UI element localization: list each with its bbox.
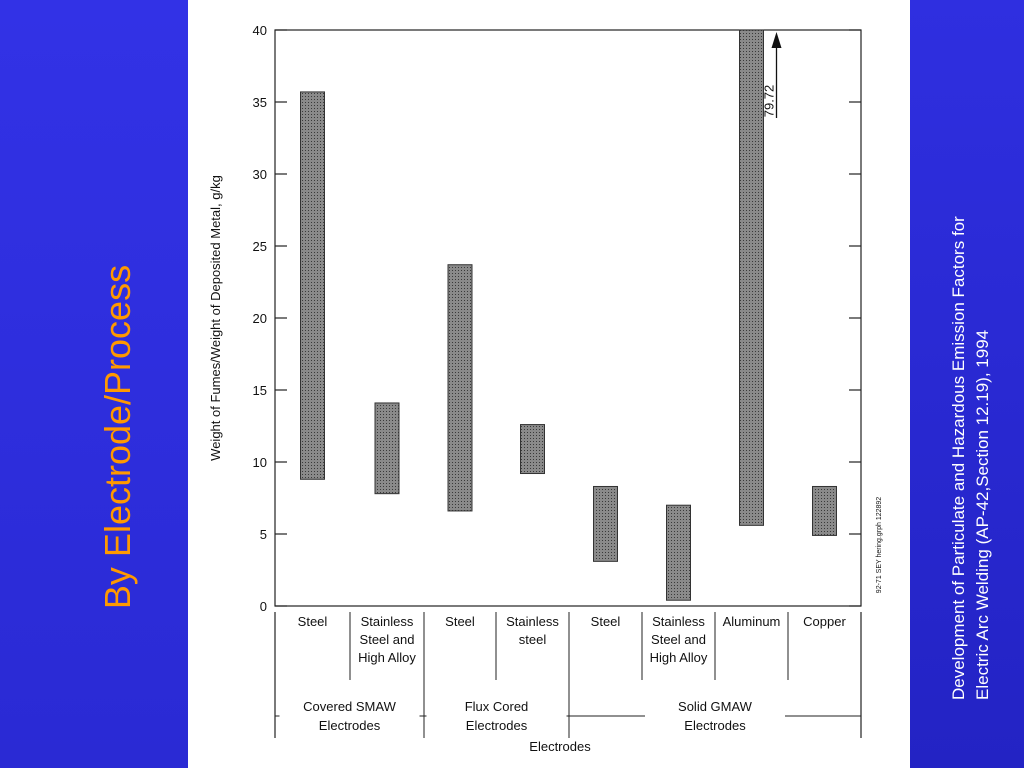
right-sidebar-panel — [910, 0, 1024, 768]
category-label: Stainless — [506, 614, 559, 629]
y-tick-label: 10 — [253, 455, 267, 470]
annotation-arrow-head — [771, 32, 782, 48]
group-label: Covered SMAW — [303, 699, 396, 714]
category-label: Steel — [591, 614, 621, 629]
category-label: Stainless — [652, 614, 705, 629]
y-axis-label: Weight of Fumes/Weight of Deposited Meta… — [208, 175, 223, 461]
category-label: High Alloy — [358, 650, 416, 665]
slide-title: By Electrode/Process — [97, 264, 138, 610]
y-tick-label: 15 — [253, 383, 267, 398]
group-label: Flux Cored — [465, 699, 529, 714]
y-tick-label: 25 — [253, 239, 267, 254]
group-label: Electrodes — [684, 718, 746, 733]
citation-line-2: Electric Arc Welding (AP-42,Section 12.1… — [973, 329, 992, 700]
category-label: steel — [519, 632, 547, 647]
y-tick-label: 20 — [253, 311, 267, 326]
category-label: Copper — [803, 614, 846, 629]
category-label: Aluminum — [723, 614, 781, 629]
range-bar — [666, 504, 691, 601]
y-tick-label: 0 — [260, 599, 267, 614]
y-tick-label: 30 — [253, 167, 267, 182]
x-axis-label: Electrodes — [529, 739, 591, 754]
range-bar — [593, 485, 618, 562]
category-label: Stainless — [361, 614, 414, 629]
category-label: Steel — [445, 614, 475, 629]
range-bar — [447, 264, 473, 512]
category-label: Steel and — [360, 632, 415, 647]
citation-text: Development of Particulate and Hazardous… — [947, 140, 995, 700]
range-bar — [520, 424, 545, 475]
range-bar — [739, 29, 764, 526]
source-note: 92-71 SEY hering.grph 122892 — [876, 497, 883, 593]
left-sidebar-panel — [0, 0, 188, 768]
fume-emission-chart: 0 5 10 15 20 25 30 35 40 Steel Stainless Steel and… — [208, 23, 883, 754]
y-tick-label: 35 — [253, 95, 267, 110]
y-tick-label: 5 — [260, 527, 267, 542]
range-bar — [300, 91, 325, 480]
group-label: Electrodes — [466, 718, 528, 733]
range-bar — [812, 485, 837, 536]
category-label: High Alloy — [650, 650, 708, 665]
citation-line-1: Development of Particulate and Hazardous… — [949, 216, 968, 700]
group-label: Electrodes — [319, 718, 381, 733]
range-bar — [374, 402, 400, 495]
category-label: Steel — [298, 614, 328, 629]
annotation-label: 79.72 — [762, 85, 777, 118]
y-tick-label: 40 — [253, 23, 267, 38]
group-label: Solid GMAW — [678, 699, 753, 714]
category-label: Steel and — [651, 632, 706, 647]
